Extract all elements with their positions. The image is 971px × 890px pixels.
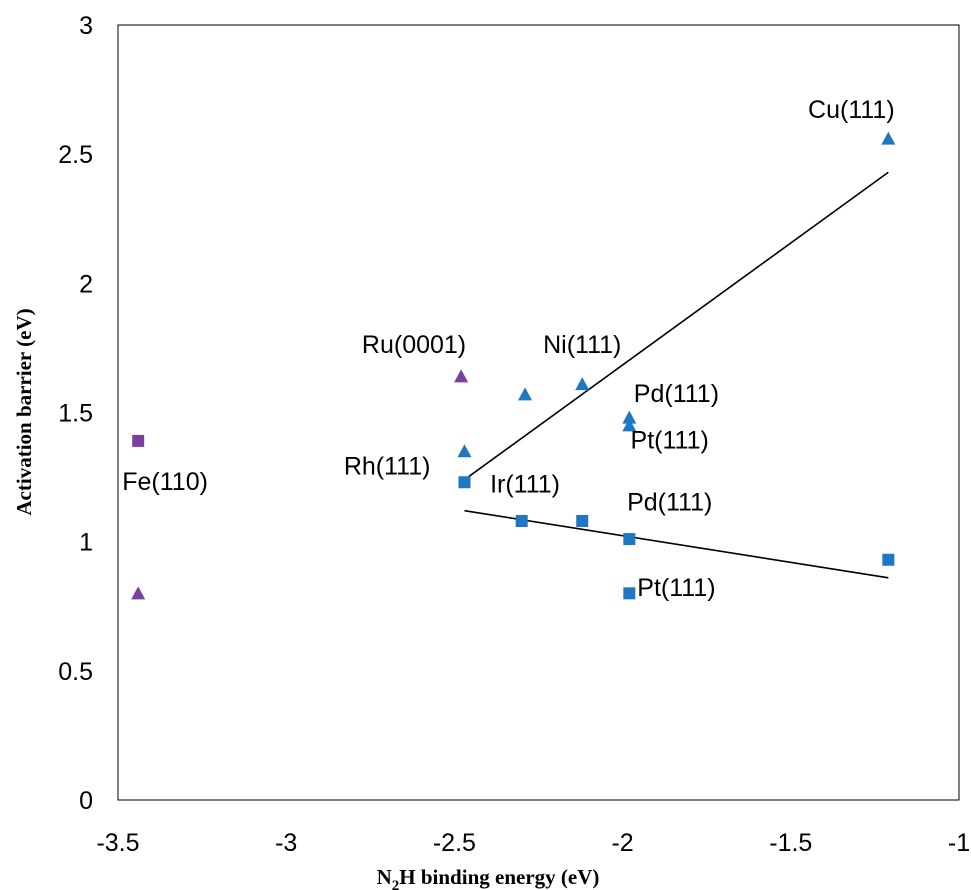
- triangle-marker: [881, 131, 896, 145]
- square-marker: [132, 434, 145, 447]
- point-annotations: Cu(111) Ni(111) Ru(0001) Pd(111) Pt(111) Fe(1…: [122, 96, 894, 602]
- x-tick-label: -3.5: [96, 829, 139, 857]
- triangle-marker: [454, 369, 469, 383]
- triangle-marker: [622, 418, 637, 432]
- y-tick-label: 2.5: [58, 141, 93, 169]
- square-marker: [576, 515, 589, 527]
- point-label: Fe(110): [122, 468, 208, 496]
- y-tick-label: 3: [79, 12, 93, 40]
- triangle-marker: [575, 377, 590, 391]
- point-label: Ir(111): [490, 471, 560, 499]
- x-axis-title-rest: H binding energy (eV): [399, 865, 599, 889]
- point-label: Pt(111): [637, 574, 715, 602]
- square-marker: [623, 533, 636, 546]
- y-tick-label: 1.5: [58, 400, 93, 428]
- square-marker: [882, 553, 895, 566]
- point-label: Ru(0001): [362, 331, 466, 359]
- y-tick-label: 2: [79, 270, 93, 298]
- x-axis-title-base: N: [377, 865, 392, 889]
- point-label: Cu(111): [808, 96, 895, 124]
- x-tick-label: -2.5: [433, 829, 476, 857]
- x-tick-label: -1.5: [769, 829, 812, 857]
- x-axis-title: N2H binding energy (eV): [377, 865, 600, 890]
- y-tick-label: 1: [79, 529, 93, 557]
- y-tick-labels: 0 0.5 1 1.5 2 2.5 3: [58, 12, 93, 815]
- point-label: Ni(111): [543, 331, 621, 359]
- point-label: Pd(111): [634, 380, 719, 408]
- y-tick-label: 0: [79, 787, 93, 815]
- x-tick-labels: -3.5 -3 -2.5 -2 -1.5 -1: [96, 829, 970, 857]
- data-point-layer: [131, 131, 896, 600]
- x-tick-label: -1: [948, 829, 970, 857]
- triangle-marker: [457, 444, 472, 458]
- x-tick-label: -2: [611, 829, 633, 857]
- x-axis-title-subscript: 2: [392, 878, 400, 890]
- trendline: [464, 509, 889, 579]
- x-tick-label: -3: [275, 829, 297, 857]
- square-marker: [458, 476, 471, 489]
- trendline: [464, 171, 889, 481]
- plot-frame: [117, 24, 960, 801]
- square-marker: [623, 587, 636, 600]
- y-axis-title: Activation barrier (eV): [12, 308, 36, 515]
- point-label: Pd(111): [627, 489, 712, 517]
- y-tick-label: 0.5: [58, 658, 93, 686]
- square-marker: [515, 515, 528, 527]
- triangle-marker: [622, 410, 637, 424]
- triangle-marker: [518, 387, 533, 401]
- triangle-marker: [131, 586, 146, 600]
- trendline-layer: [464, 171, 889, 579]
- point-label: Rh(111): [344, 453, 431, 481]
- point-label: Pt(111): [631, 427, 709, 455]
